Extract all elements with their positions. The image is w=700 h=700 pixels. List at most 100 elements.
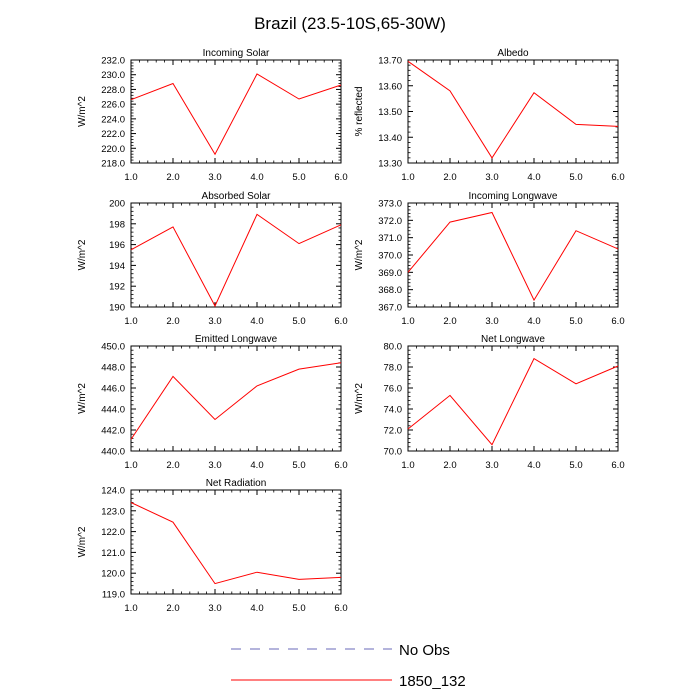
x-tick-label: 2.0 [166,316,179,327]
x-tick-label: 6.0 [611,460,624,471]
y-tick-label: 440.0 [101,447,125,458]
x-tick-label: 6.0 [334,172,347,183]
series-line-1850-132 [130,73,342,156]
panel-net-longwave: Net Longwave W/m^2 1.0 2.0 3.0 4.0 5.0 6.0 70.0 7… [354,334,625,471]
x-tick-label: 1.0 [124,460,137,471]
x-tick-label: 2.0 [443,172,456,183]
x-tick-label: 4.0 [250,603,263,614]
panel-frame [407,202,619,308]
x-tick-label: 5.0 [569,172,582,183]
panel-absorbed-solar: Absorbed Solar W/m^2 1.0 2.0 3.0 4.0 5.0 6.0 190… [77,191,348,327]
y-tick-label: 194 [109,261,125,272]
x-tick-label: 3.0 [485,316,498,327]
y-tick-label: 124.0 [101,486,125,497]
y-tick-label: 446.0 [101,384,125,395]
x-tick-label: 4.0 [527,460,540,471]
x-tick-label: 3.0 [208,603,221,614]
x-tick-label: 6.0 [611,172,624,183]
y-tick-label: 122.0 [101,527,125,538]
y-tick-label: 222.0 [101,129,125,140]
y-tick-label: 218.0 [101,159,125,170]
series-line-1850-132 [407,357,619,446]
y-tick-label: 13.70 [378,56,402,67]
x-tick-label: 3.0 [208,460,221,471]
panel-emitted-longwave: Emitted Longwave W/m^2 1.0 2.0 3.0 4.0 5.0 6.0 4… [77,334,348,471]
series-line-1850-132 [407,211,619,302]
y-axis-label: W/m^2 [77,526,88,557]
y-tick-label: 192 [109,282,125,293]
y-tick-label: 196 [109,240,125,251]
x-tick-label: 5.0 [292,316,305,327]
y-tick-label: 13.40 [378,133,402,144]
panel-frame [130,202,342,308]
legend: No Obs 1850_132 [231,642,466,690]
x-tick-label: 2.0 [443,460,456,471]
series-line-1850-132 [130,502,342,585]
x-tick-label: 6.0 [611,316,624,327]
y-tick-label: 120.0 [101,569,125,580]
y-tick-label: 372.0 [378,216,402,227]
x-tick-label: 1.0 [401,172,414,183]
y-tick-label: 80.0 [384,342,403,353]
y-tick-label: 13.50 [378,107,402,118]
y-axis-label: W/m^2 [354,383,365,414]
y-tick-label: 13.30 [378,159,402,170]
y-tick-label: 190 [109,303,125,314]
panel-albedo: Albedo % reflected 1.0 2.0 3.0 4.0 5.0 6.0 13.30… [354,48,625,183]
x-tick-label: 2.0 [443,316,456,327]
x-tick-label: 5.0 [569,460,582,471]
x-tick-label: 2.0 [166,172,179,183]
y-tick-label: 228.0 [101,85,125,96]
y-tick-label: 230.0 [101,70,125,81]
y-axis-label: W/m^2 [77,96,88,127]
y-tick-label: 224.0 [101,114,125,125]
y-tick-label: 200 [109,199,125,210]
y-tick-label: 444.0 [101,405,125,416]
y-tick-label: 76.0 [384,384,403,395]
x-tick-label: 1.0 [124,603,137,614]
y-tick-label: 373.0 [378,199,402,210]
y-axis-label: W/m^2 [354,239,365,270]
y-tick-label: 442.0 [101,426,125,437]
y-tick-label: 119.0 [102,590,125,601]
panel-title: Incoming Longwave [469,191,558,202]
y-tick-label: 371.0 [378,233,402,244]
panel-net-radiation: Net Radiation W/m^2 1.0 2.0 3.0 4.0 5.0 6.0 119.… [77,478,348,614]
legend-1850-132-label: 1850_132 [399,673,466,690]
x-tick-label: 3.0 [208,172,221,183]
y-tick-label: 123.0 [101,506,125,517]
panel-incoming-solar: Incoming Solar W/m^2 1.0 2.0 3.0 4.0 5.0 6.0 218… [77,48,348,183]
y-tick-label: 448.0 [101,363,125,374]
panels: Incoming Solar W/m^2 1.0 2.0 3.0 4.0 5.0 6.0 218… [77,48,625,614]
panel-frame [407,345,619,452]
panel-title: Albedo [497,48,529,59]
x-tick-label: 5.0 [569,316,582,327]
panel-frame [130,59,342,164]
x-tick-label: 4.0 [250,460,263,471]
x-tick-label: 6.0 [334,316,347,327]
x-tick-label: 5.0 [292,460,305,471]
x-tick-label: 3.0 [208,316,221,327]
panel-title: Net Longwave [481,334,545,345]
x-tick-label: 4.0 [527,172,540,183]
x-tick-label: 5.0 [292,603,305,614]
x-tick-label: 3.0 [485,460,498,471]
y-tick-label: 226.0 [101,100,125,111]
panel-incoming-longwave: Incoming Longwave W/m^2 1.0 2.0 3.0 4.0 5.0 6.0… [354,191,625,327]
x-tick-label: 4.0 [250,316,263,327]
series-line-1850-132 [130,362,342,440]
series-line-1850-132 [407,60,619,159]
y-tick-label: 368.0 [378,285,402,296]
panel-title: Net Radiation [206,478,267,489]
x-tick-label: 2.0 [166,460,179,471]
y-tick-label: 370.0 [378,251,402,262]
y-tick-label: 78.0 [384,363,403,374]
y-tick-label: 369.0 [378,268,402,279]
panel-title: Absorbed Solar [202,191,272,202]
x-tick-label: 1.0 [401,316,414,327]
figure-title: Brazil (23.5-10S,65-30W) [254,14,446,33]
x-tick-label: 1.0 [124,316,137,327]
y-tick-label: 72.0 [384,426,403,437]
x-tick-label: 6.0 [334,603,347,614]
